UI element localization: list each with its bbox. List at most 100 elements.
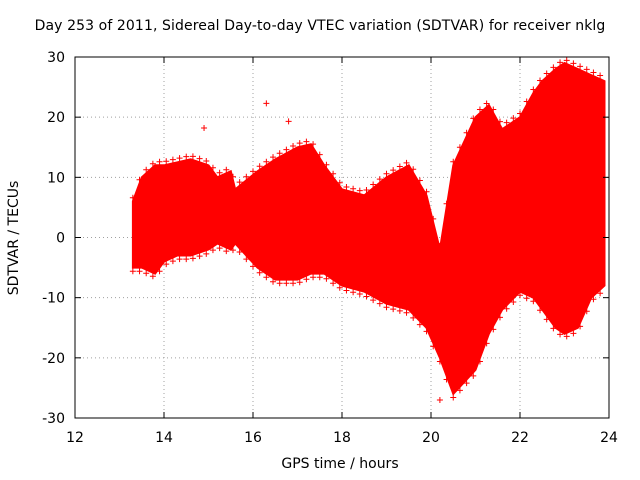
data-point-upper	[143, 166, 150, 173]
data-point-lower	[396, 307, 403, 314]
data-point-lower	[169, 258, 176, 265]
data-point-lower	[129, 268, 136, 275]
data-point-lower	[216, 245, 223, 252]
data-point-upper	[490, 106, 497, 113]
data-point-lower	[163, 261, 170, 268]
data-point-lower	[310, 274, 317, 281]
data-point-lower	[296, 279, 303, 286]
x-tick-label: 22	[511, 430, 529, 446]
y-tick-label: 10	[47, 170, 65, 186]
y-tick-label: 30	[47, 50, 65, 66]
y-tick-label: -30	[42, 411, 65, 427]
data-point-lower	[316, 274, 323, 281]
y-axis-label: SDTVAR / TECUs	[6, 180, 22, 296]
data-point-upper	[463, 129, 470, 136]
data-point-lower	[303, 276, 310, 283]
data-point-lower	[456, 387, 463, 394]
data-point-lower	[343, 287, 350, 294]
data-point-upper	[316, 151, 323, 158]
data-point-upper	[229, 173, 236, 180]
data-point-lower	[563, 333, 570, 340]
data-point-outlier-2	[201, 124, 208, 131]
data-point-lower	[597, 290, 604, 297]
data-point-upper	[443, 200, 450, 207]
y-tick-label: 0	[56, 231, 65, 247]
data-point-lower	[183, 256, 190, 263]
data-point-lower	[590, 296, 597, 303]
data-point-outlier-0	[263, 100, 270, 107]
data-point-upper	[350, 185, 357, 192]
data-point-upper	[283, 146, 290, 153]
data-point-upper	[169, 156, 176, 163]
data-point-lower	[436, 358, 443, 365]
data-point-lower	[136, 268, 143, 275]
data-point-upper	[410, 166, 417, 173]
data-point-upper	[250, 168, 256, 175]
data-point-upper	[416, 177, 423, 184]
data-point-outlier-3	[570, 184, 577, 191]
data-point-lower	[250, 263, 256, 270]
axis-ticks	[74, 56, 610, 419]
data-point-upper	[323, 161, 330, 168]
data-point-upper	[403, 159, 410, 166]
data-point-upper	[336, 179, 343, 186]
data-point-lower	[283, 280, 290, 287]
data-point-lower	[229, 247, 236, 254]
data-envelope-band	[131, 61, 606, 396]
data-point-lower	[483, 340, 490, 347]
data-point-lower	[203, 250, 210, 257]
y-tick-label: -20	[42, 351, 65, 367]
data-point-upper	[343, 183, 350, 190]
data-point-outlier-1	[285, 118, 292, 125]
chart-title: Day 253 of 2011, Sidereal Day-to-day VTE…	[34, 18, 606, 34]
data-point-upper	[209, 164, 216, 171]
data-points	[129, 57, 606, 403]
data-point-upper	[216, 169, 223, 176]
data-point-upper	[396, 163, 403, 170]
data-point-lower	[196, 253, 203, 260]
data-point-upper	[370, 181, 377, 188]
data-point-lower	[363, 293, 370, 300]
data-point-upper	[356, 187, 363, 194]
data-point-upper	[570, 60, 577, 67]
data-point-upper	[456, 144, 463, 151]
data-point-lower	[443, 376, 450, 383]
data-point-upper	[270, 154, 277, 161]
data-point-upper	[450, 158, 457, 165]
data-point-upper	[483, 100, 490, 107]
data-point-lower	[463, 380, 470, 387]
data-point-lower	[430, 343, 437, 350]
data-point-lower	[370, 297, 377, 304]
data-point-lower	[290, 280, 297, 287]
data-point-upper	[149, 160, 156, 167]
tick-labels: 12 14 16 18 20 22 24 -30 -20 -10 0 10 20 30	[42, 50, 618, 446]
data-point-upper	[550, 64, 557, 71]
data-point-lower	[156, 268, 163, 275]
data-point-lower	[510, 299, 517, 306]
data-point-upper	[296, 140, 303, 147]
data-point-upper	[557, 59, 564, 66]
data-point-lower	[143, 270, 150, 277]
data-point-upper	[503, 119, 510, 126]
data-point-lower	[189, 255, 196, 262]
data-point-lower	[330, 280, 337, 287]
data-point-upper	[390, 167, 397, 174]
data-point-upper	[383, 170, 390, 177]
y-tick-label: -10	[42, 291, 65, 307]
x-tick-label: 14	[155, 430, 173, 446]
data-point-lower	[350, 289, 357, 296]
y-tick-label: 20	[47, 110, 65, 126]
data-point-upper	[256, 163, 263, 170]
data-point-upper	[310, 141, 317, 148]
data-point-upper	[136, 176, 143, 183]
data-point-lower	[383, 304, 390, 311]
data-point-lower	[523, 295, 530, 302]
data-point-upper	[290, 143, 297, 150]
data-point-upper	[476, 106, 483, 113]
data-point-lower	[476, 358, 483, 365]
x-axis-label: GPS time / hours	[281, 456, 399, 472]
data-point-upper	[423, 188, 430, 195]
data-point-upper	[189, 153, 196, 160]
data-point-lower	[577, 323, 584, 330]
